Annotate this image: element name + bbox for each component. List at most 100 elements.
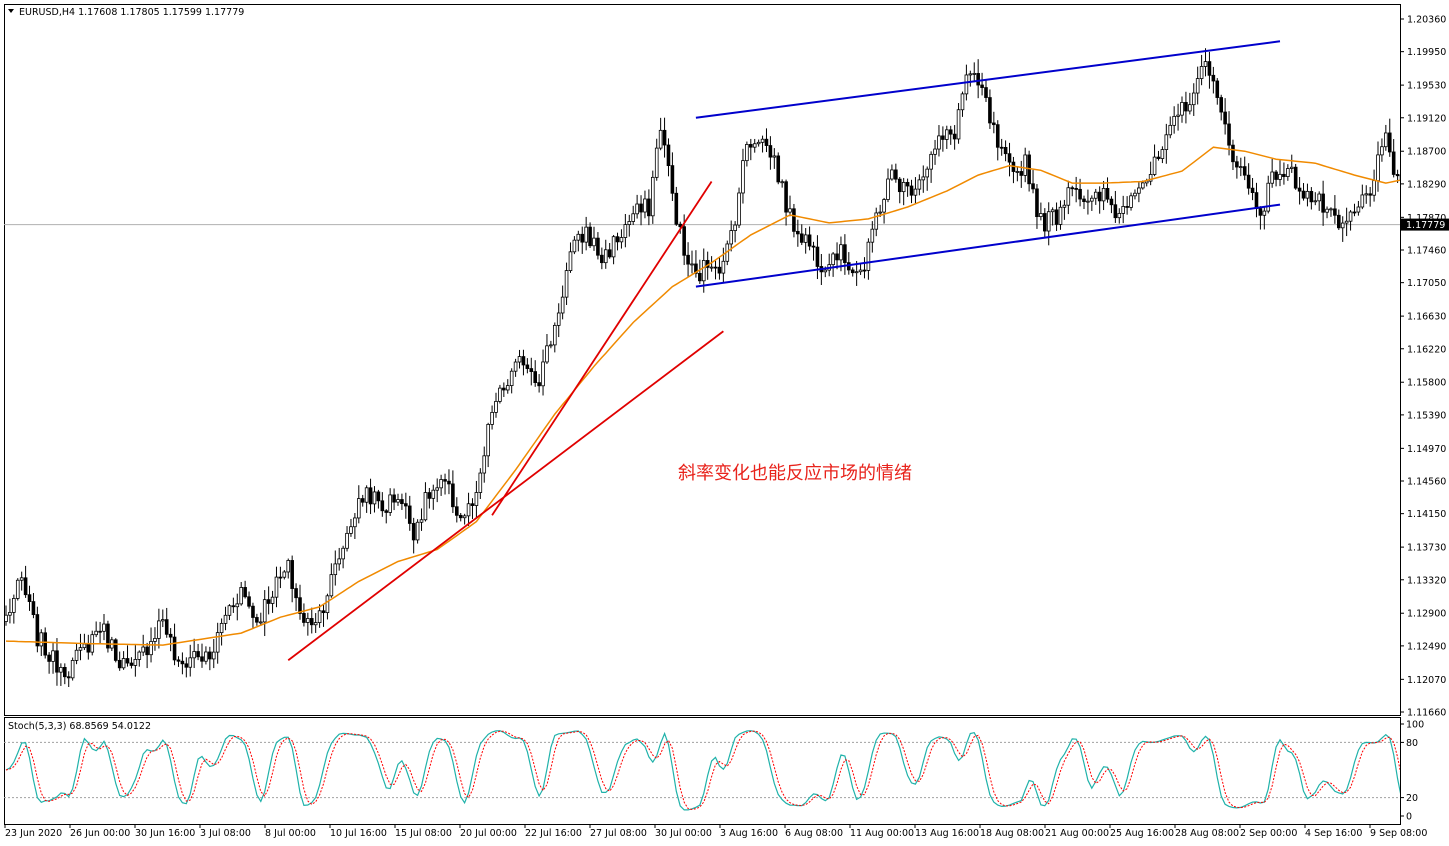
candle	[1062, 199, 1067, 220]
candle	[317, 604, 322, 628]
candle	[298, 584, 302, 620]
price-tick-label: 1.19530	[1407, 81, 1446, 92]
price-tick-label: 1.14970	[1407, 444, 1446, 455]
candle	[952, 125, 957, 150]
candle	[1168, 116, 1173, 139]
candle	[321, 604, 326, 627]
candle	[788, 195, 792, 217]
candle	[23, 565, 28, 598]
candle	[796, 219, 800, 247]
time-tick-label: 8 Jul 00:00	[265, 828, 316, 839]
candle	[1215, 78, 1220, 105]
candle	[1113, 190, 1118, 223]
candle	[1270, 158, 1274, 188]
candle	[850, 267, 855, 277]
candle	[345, 526, 349, 552]
channel-upper-line	[695, 40, 1281, 119]
candle	[1015, 166, 1020, 182]
candle	[1097, 186, 1102, 214]
candle	[59, 663, 63, 686]
candle	[286, 558, 291, 579]
candle	[396, 493, 400, 506]
stochastic-tick-label: 20	[1406, 793, 1418, 804]
candle	[8, 598, 12, 624]
candle	[302, 603, 306, 627]
candle	[407, 495, 412, 531]
current-price-tag: 1.17779	[1401, 218, 1449, 231]
candle	[270, 590, 275, 613]
candle	[133, 645, 138, 677]
candle	[262, 590, 267, 637]
candle	[243, 580, 247, 599]
price-tick-label: 1.18290	[1407, 179, 1446, 190]
candle	[1274, 169, 1278, 187]
candle	[619, 229, 624, 249]
candle	[478, 468, 483, 499]
candle	[972, 62, 977, 83]
candle	[1242, 156, 1247, 181]
candle	[1360, 184, 1365, 210]
candle	[1137, 181, 1141, 203]
candle	[666, 138, 671, 177]
stochastic-plot-area	[4, 730, 1400, 811]
candle	[490, 405, 494, 430]
candle	[553, 322, 557, 353]
candle	[568, 242, 573, 273]
time-tick-label: 15 Jul 08:00	[395, 828, 452, 839]
candle	[760, 135, 765, 153]
candle	[1368, 186, 1372, 207]
candle	[274, 566, 279, 608]
candle	[431, 484, 436, 510]
candle	[192, 638, 196, 669]
candle	[160, 609, 165, 628]
candle	[513, 358, 518, 377]
candle	[12, 594, 16, 624]
candle	[1093, 188, 1098, 205]
candle	[925, 166, 929, 191]
candle	[1207, 51, 1212, 89]
candle	[1176, 103, 1180, 131]
time-tick-label: 21 Aug 00:00	[1045, 828, 1109, 839]
candle	[529, 357, 534, 386]
candle	[897, 177, 902, 204]
candle	[66, 671, 71, 688]
candle	[901, 177, 906, 206]
stochastic-header: Stoch(5,3,3) 68.8569 54.0122	[8, 721, 151, 732]
candle	[690, 250, 694, 274]
candle	[658, 117, 663, 151]
candle	[1340, 216, 1345, 242]
candle	[400, 493, 404, 510]
candle	[1172, 106, 1176, 134]
chart-menu-triangle-icon[interactable]	[8, 9, 14, 13]
candle	[1352, 203, 1357, 217]
price-tick-label: 1.15800	[1407, 378, 1446, 389]
candle	[470, 498, 475, 519]
candle	[1007, 142, 1012, 177]
candle	[1356, 200, 1361, 216]
candle	[611, 234, 616, 265]
candle	[772, 148, 777, 169]
price-tick-label: 1.17870	[1407, 213, 1446, 224]
candle	[631, 205, 635, 225]
candles	[4, 48, 1400, 688]
price-tick-label: 1.20360	[1407, 15, 1446, 26]
candle	[635, 194, 639, 219]
candle	[670, 152, 675, 201]
candle	[1031, 169, 1035, 194]
candle	[1086, 189, 1090, 215]
candle	[1133, 189, 1137, 200]
candle	[137, 650, 142, 667]
candle	[643, 190, 647, 219]
candle	[956, 103, 961, 144]
candle	[419, 508, 424, 531]
annotation-text: 斜率变化也能反应市场的情绪	[678, 463, 912, 484]
candle	[125, 645, 130, 667]
candle	[729, 220, 733, 252]
candle	[1262, 206, 1267, 230]
candle	[968, 70, 973, 87]
candle	[1309, 187, 1314, 210]
candle	[1317, 191, 1322, 211]
trend-line-steep	[491, 181, 713, 516]
candle	[388, 488, 392, 516]
